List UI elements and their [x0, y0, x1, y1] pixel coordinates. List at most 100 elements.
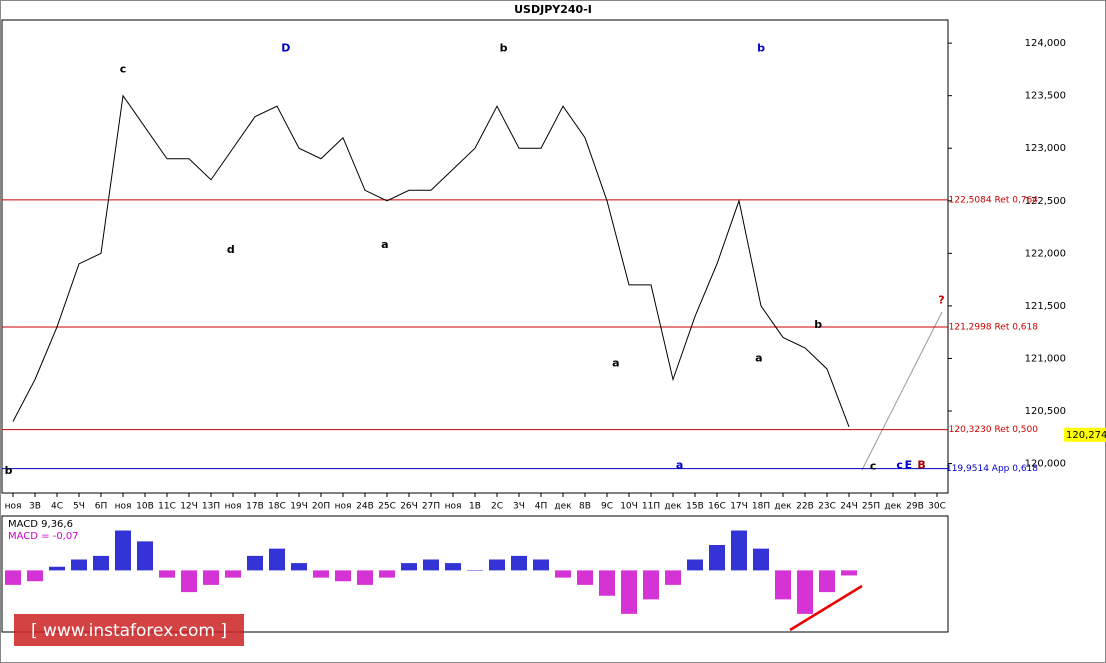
wave-label: B: [917, 459, 925, 472]
macd-bar: [621, 570, 637, 614]
macd-bar: [489, 559, 505, 571]
x-tick-label: 2С: [491, 502, 503, 512]
macd-bar: [247, 555, 263, 571]
x-tick-label: 17В: [246, 502, 264, 512]
chart-title: USDJPY240-I: [514, 3, 592, 16]
macd-bar: [93, 555, 109, 571]
macd-bar: [423, 559, 439, 571]
x-tick-label: дек: [554, 502, 572, 512]
wave-label: a: [381, 238, 388, 251]
macd-bar: [643, 570, 659, 600]
x-tick-label: 10В: [136, 502, 154, 512]
macd-bar: [467, 570, 483, 571]
macd-bar: [841, 570, 857, 576]
x-tick-label: 11П: [642, 502, 660, 512]
x-tick-label: 25П: [862, 502, 880, 512]
y-tick-label: 121,500: [1025, 301, 1066, 312]
wave-label: c: [896, 459, 903, 472]
macd-bar: [5, 570, 21, 585]
x-tick-label: ноя: [335, 502, 352, 512]
wave-label: b: [814, 318, 822, 331]
macd-bar: [335, 570, 351, 582]
x-tick-label: 6П: [95, 502, 108, 512]
x-tick-label: 22В: [796, 502, 814, 512]
wave-label: D: [281, 41, 290, 54]
forecast-line: [861, 311, 943, 471]
watermark: [ www.instaforex.com ]: [31, 621, 227, 641]
macd-bar: [159, 570, 175, 578]
macd-bar: [687, 559, 703, 571]
x-tick-label: дек: [884, 502, 902, 512]
wave-label: c: [120, 62, 127, 75]
x-tick-label: 13П: [202, 502, 220, 512]
macd-bar: [181, 570, 197, 593]
y-tick-label: 120,500: [1025, 406, 1066, 417]
x-tick-label: 24Ч: [840, 502, 858, 512]
macd-bar: [445, 563, 461, 571]
wave-label: d: [227, 243, 235, 256]
x-tick-label: 24В: [356, 502, 374, 512]
x-tick-label: дек: [664, 502, 682, 512]
macd-bar: [775, 570, 791, 600]
x-tick-label: 29В: [906, 502, 924, 512]
macd-trend-line: [789, 584, 863, 632]
x-tick-label: 20П: [312, 502, 330, 512]
x-tick-label: 26Ч: [400, 502, 418, 512]
level-label: 119,9514 App 0,618: [946, 464, 1038, 474]
macd-bar: [797, 570, 813, 614]
x-tick-label: 4П: [535, 502, 548, 512]
macd-bar: [137, 541, 153, 571]
wave-label: a: [676, 459, 683, 472]
x-tick-label: 17Ч: [730, 502, 748, 512]
x-tick-label: 27П: [422, 502, 440, 512]
y-tick-label: 123,500: [1025, 91, 1066, 102]
y-tick-label: 122,000: [1025, 248, 1066, 259]
macd-bar: [203, 570, 219, 585]
x-tick-label: 23С: [818, 502, 836, 512]
macd-bar: [599, 570, 615, 596]
y-tick-label: 122,500: [1025, 196, 1066, 207]
level-label: 121,2998 Ret 0,618: [949, 322, 1039, 332]
wave-label: a: [612, 357, 619, 370]
macd-bar: [291, 563, 307, 571]
macd-bar: [49, 566, 65, 571]
price-line: [12, 94, 850, 427]
wave-label: c: [870, 460, 877, 473]
x-tick-label: 3В: [29, 502, 41, 512]
current-price-box: [1064, 427, 1106, 442]
macd-panel: [1, 515, 949, 633]
x-tick-label: 18С: [268, 502, 286, 512]
macd-title: MACD 9,36,6: [8, 519, 73, 530]
level-label: 122,5084 Ret 0,764: [949, 195, 1039, 205]
wave-label: a: [755, 351, 762, 364]
macd-bar: [357, 570, 373, 585]
x-tick-label: ноя: [445, 502, 462, 512]
x-tick-label: 19Ч: [290, 502, 308, 512]
watermark-box: [14, 614, 244, 646]
x-tick-label: 8В: [579, 502, 591, 512]
x-tick-label: 16С: [708, 502, 726, 512]
macd-bar: [577, 570, 593, 585]
wave-label: E: [905, 459, 913, 472]
macd-bar: [269, 548, 285, 571]
y-tick-label: 120,000: [1025, 459, 1066, 470]
macd-bar: [511, 555, 527, 571]
x-tick-label: 30С: [928, 502, 946, 512]
wave-label: b: [757, 41, 765, 54]
x-tick-label: 5Ч: [73, 502, 85, 512]
macd-bar: [753, 548, 769, 571]
macd-bar: [71, 559, 87, 571]
x-tick-label: 9С: [601, 502, 613, 512]
level-label: 120,3230 Ret 0,500: [949, 425, 1039, 435]
x-tick-label: 15В: [686, 502, 704, 512]
wave-label: ?: [938, 294, 944, 307]
x-tick-label: дек: [774, 502, 792, 512]
macd-bar: [115, 530, 131, 571]
macd-bar: [401, 563, 417, 571]
macd-bar: [225, 570, 241, 578]
x-tick-label: 4С: [51, 502, 63, 512]
macd-bar: [313, 570, 329, 578]
x-tick-label: ноя: [5, 502, 22, 512]
x-tick-label: 1В: [469, 502, 481, 512]
